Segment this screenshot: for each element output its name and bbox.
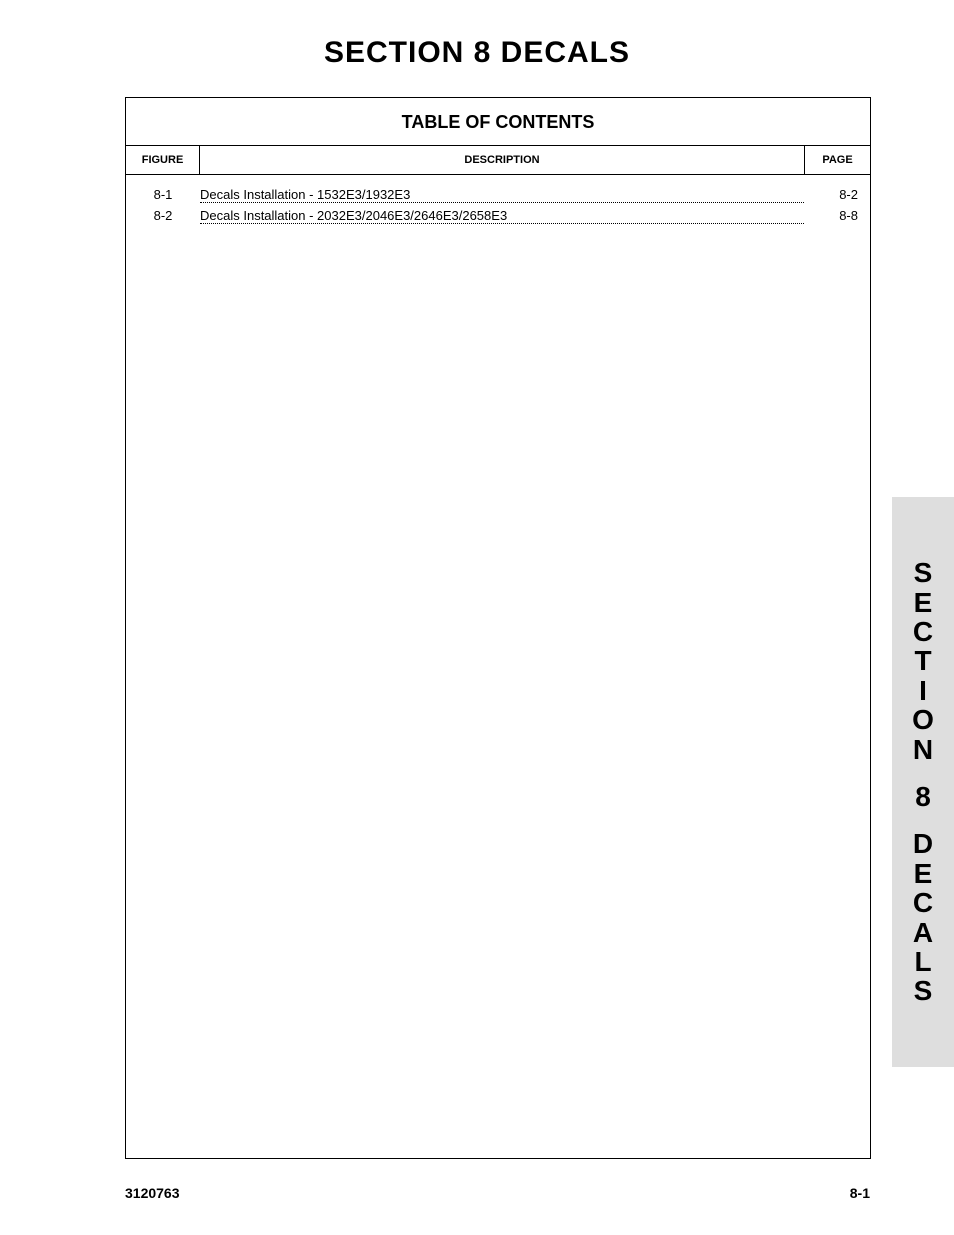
toc-header-page: PAGE [804, 146, 870, 174]
side-tab-letter: S [914, 976, 933, 1005]
toc-header-figure: FIGURE [126, 146, 200, 174]
toc-row-figure: 8-2 [126, 206, 200, 227]
side-tab-letter: A [913, 918, 933, 947]
side-tab-letter: 8 [915, 782, 931, 811]
toc-row-page: 8-8 [804, 206, 858, 227]
side-tab-letter: N [913, 735, 933, 764]
side-tab-letter: C [913, 617, 933, 646]
toc-row-figure: 8-1 [126, 185, 200, 206]
toc-row: 8-1 Decals Installation - 1532E3/1932E3 … [126, 185, 858, 206]
side-tab: S E C T I O N 8 D E C A L S [892, 497, 954, 1067]
page: SECTION 8 DECALS TABLE OF CONTENTS FIGUR… [0, 0, 954, 1235]
toc-row-description-text: Decals Installation - 2032E3/2046E3/2646… [200, 208, 509, 223]
side-tab-letter: T [914, 646, 931, 675]
toc-row-description-text: Decals Installation - 1532E3/1932E3 [200, 187, 412, 202]
toc-row-page: 8-2 [804, 185, 858, 206]
toc-row-description: Decals Installation - 2032E3/2046E3/2646… [200, 206, 804, 227]
side-tab-letter: I [919, 676, 927, 705]
toc-header-row: FIGURE DESCRIPTION PAGE [126, 145, 870, 175]
section-title: SECTION 8 DECALS [0, 36, 954, 70]
table-of-contents: TABLE OF CONTENTS FIGURE DESCRIPTION PAG… [125, 97, 871, 1159]
footer-page-number: 8-1 [850, 1185, 870, 1201]
side-tab-letter: E [914, 588, 933, 617]
toc-row-description: Decals Installation - 1532E3/1932E3 [200, 185, 804, 206]
toc-body: 8-1 Decals Installation - 1532E3/1932E3 … [126, 175, 870, 237]
toc-title: TABLE OF CONTENTS [126, 98, 870, 145]
side-tab-letter: L [914, 947, 931, 976]
side-tab-letter: D [913, 829, 933, 858]
toc-row: 8-2 Decals Installation - 2032E3/2046E3/… [126, 206, 858, 227]
footer-document-number: 3120763 [125, 1185, 180, 1201]
side-tab-letter: E [914, 859, 933, 888]
toc-header-description: DESCRIPTION [200, 146, 804, 174]
side-tab-letter: O [912, 705, 934, 734]
side-tab-letter: C [913, 888, 933, 917]
side-tab-letter: S [914, 558, 933, 587]
